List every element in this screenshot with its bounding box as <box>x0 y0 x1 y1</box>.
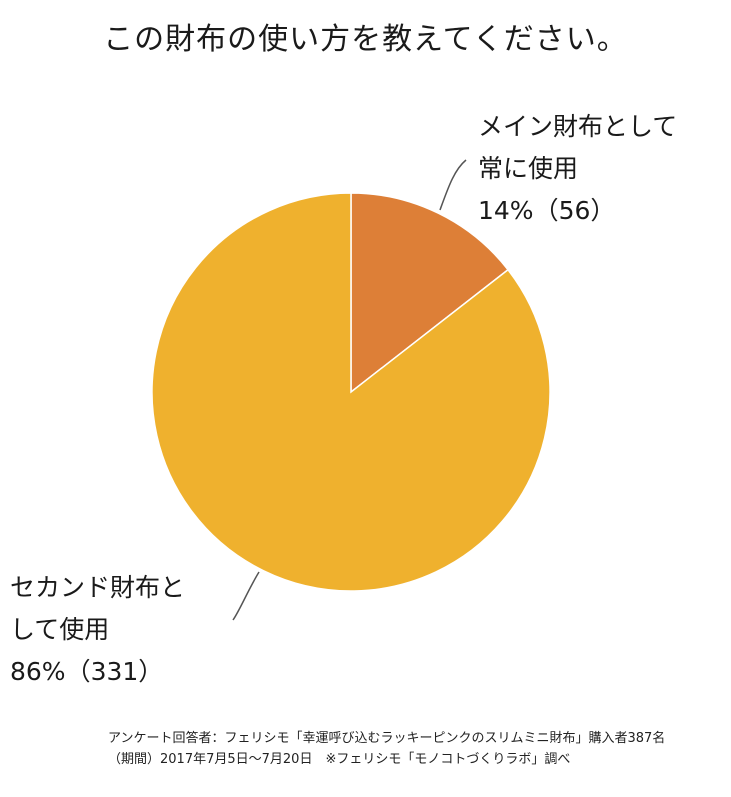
leader-line-main <box>439 159 467 211</box>
slice-main <box>350 192 510 394</box>
slice-label-second-line1: セカンド財布と <box>10 573 186 602</box>
slice-label-main: メイン財布として 常に使用 14%（56） <box>478 106 677 232</box>
slice-value-main: 14%（56） <box>478 196 616 225</box>
chart-title: この財布の使い方を教えてください。 <box>103 22 628 57</box>
slice-label-second: セカンド財布と して使用 86%（331） <box>10 567 185 693</box>
leader-line-second <box>232 571 260 621</box>
slice-second <box>151 192 551 592</box>
slice-label-main-line1: メイン財布として <box>478 112 678 141</box>
survey-footnote-line1: アンケート回答者：フェリシモ「幸運呼び込むラッキーピンクのスリムミニ財布」購入者… <box>108 731 666 746</box>
slice-label-main-line2: 常に使用 <box>478 154 579 183</box>
survey-footnote: アンケート回答者：フェリシモ「幸運呼び込むラッキーピンクのスリムミニ財布」購入者… <box>108 728 665 770</box>
slice-label-second-line2: して使用 <box>10 615 110 644</box>
survey-footnote-line2: （期間）2017年7月5日～7月20日 ※フェリシモ「モノコトづくりラボ」調べ <box>108 752 571 767</box>
slice-value-second: 86%（331） <box>10 657 164 686</box>
